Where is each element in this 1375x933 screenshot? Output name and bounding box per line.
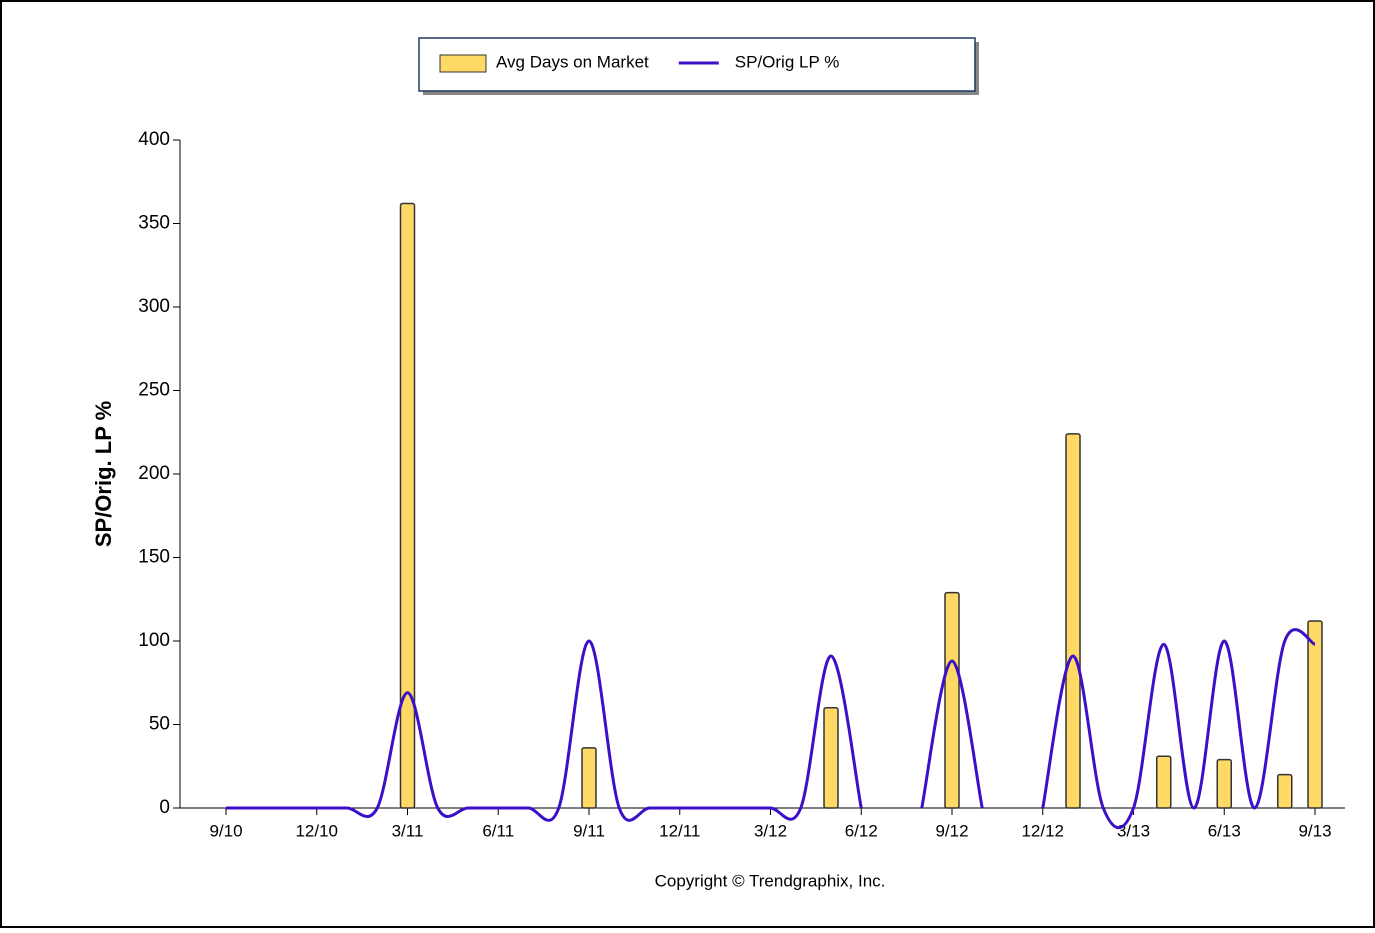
x-tick-label: 6/13 [1208,821,1241,840]
x-tick-label: 6/12 [845,821,878,840]
x-tick-label: 9/10 [209,821,242,840]
bar [1277,773,1293,809]
y-tick-label: 200 [138,463,170,484]
y-tick-label: 250 [138,380,170,401]
bar [944,591,960,809]
bar [399,202,416,809]
x-tick-label: 9/12 [935,821,968,840]
y-axis-label: SP/Orig. LP % [91,401,116,547]
y-tick-label: 100 [138,630,170,651]
line [920,659,984,809]
x-tick-label: 12/11 [659,821,700,840]
line [1041,628,1316,830]
legend-swatch [439,54,487,73]
x-tick-label: 9/13 [1298,821,1331,840]
bar [823,707,839,809]
bar [1216,758,1232,809]
y-tick-label: 0 [159,797,170,818]
x-tick-label: 3/12 [754,821,787,840]
legend-label: Avg Days on Market [496,52,649,71]
y-tick-label: 300 [138,296,170,317]
y-tick-label: 50 [149,714,170,735]
y-tick-label: 150 [138,547,170,568]
x-tick-label: 3/13 [1117,821,1150,840]
x-tick-label: 12/10 [295,821,338,840]
bar [1156,755,1172,809]
bar [1065,433,1081,809]
line [225,639,863,822]
x-tick-label: 6/11 [482,821,514,840]
x-tick-label: 9/11 [573,821,605,840]
legend-label: SP/Orig LP % [735,52,840,71]
y-tick-label: 350 [138,213,170,234]
footer: Copyright © Trendgraphix, Inc. [655,871,886,890]
bar [1307,620,1323,809]
x-tick-label: 3/11 [392,821,424,840]
x-tick-label: 12/12 [1021,821,1064,840]
bar [581,747,597,809]
y-tick-label: 400 [138,129,170,150]
